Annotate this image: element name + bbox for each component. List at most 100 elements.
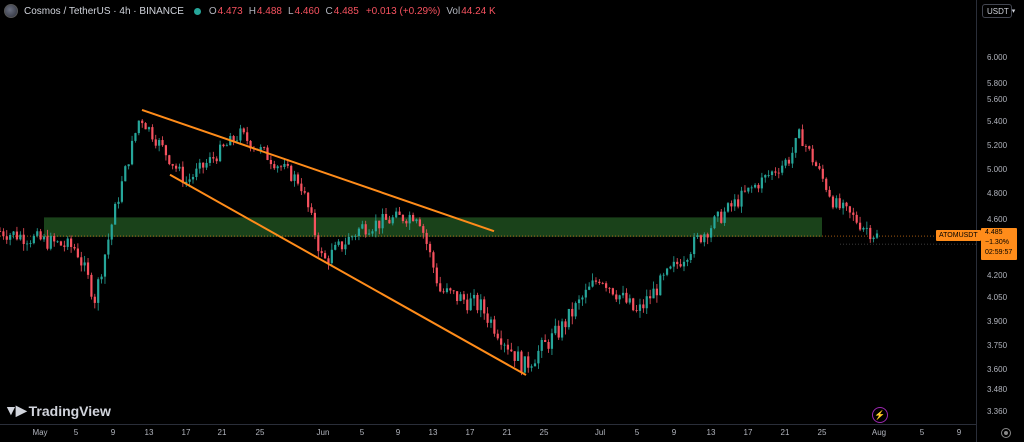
tradingview-logo: ▼▶ TradingView [4,402,111,419]
candle-body [174,165,178,169]
candle-body [516,351,520,361]
candle-body [825,178,828,190]
candle-body [307,192,310,208]
candle-body [130,140,134,165]
candle-body [638,304,642,311]
candle-body [452,290,455,292]
candle-body [93,296,96,303]
lightning-icon[interactable]: ⚡ [872,407,888,423]
candle-body [418,219,421,227]
candle-body [513,351,516,361]
price-tick-label: 3.360 [987,407,1008,416]
ohlc-key: C [325,5,333,17]
tradingview-wordmark: TradingView [28,402,111,419]
candle-body [273,164,276,169]
candle-body [439,283,442,292]
candle-body [147,127,151,130]
candle-body [124,166,127,182]
candle-body [652,288,655,299]
candle-body [144,123,147,130]
candle-body [83,262,86,266]
candle-body [554,325,557,334]
candle-body [66,238,69,247]
candle-body [794,138,797,153]
candle-body [737,199,740,207]
date-tick-label: May [32,428,48,437]
candle-body [571,308,574,317]
candle-body [208,157,212,163]
candle-body [605,283,608,288]
candle-body [537,350,540,364]
candle-body [655,288,659,296]
chart-header: Cosmos / TetherUS · 4h · BINANCE O4.473 H… [0,0,975,22]
chevron-down-icon: ▾ [1011,8,1016,15]
candle-body [875,233,879,238]
currency-selector[interactable]: USDT ▾ [982,4,1015,18]
candle-body [726,203,730,212]
candle-body [398,211,401,215]
candle-body [276,166,279,169]
candle-body [259,147,262,151]
candle-body [9,234,12,240]
candle-body [178,166,181,169]
candle-body [391,217,394,224]
candle-body [188,179,191,182]
support-zone [44,217,822,237]
candle-body [435,267,438,284]
ohlc-value: 4.460 [294,5,320,17]
candle-body [73,246,76,249]
candle-body [483,299,486,314]
gear-icon[interactable] [1001,428,1011,438]
candle-body [222,144,225,147]
candle-body [293,174,296,181]
candle-body [828,189,831,197]
candle-body [19,234,22,240]
candle-body [567,308,570,328]
price-tick-label: 3.750 [987,341,1008,350]
candle-body [354,236,357,237]
candle-body [181,166,184,183]
candle-body [493,319,496,334]
candle-body [594,280,598,282]
candle-body [804,145,807,147]
price-chart[interactable] [0,0,977,442]
candle-body [42,236,46,240]
candle-body [15,231,19,240]
candle-body [584,289,587,298]
date-tick-label: 13 [144,428,154,437]
candle-body [263,147,266,148]
candle-body [154,139,157,146]
candle-body [503,344,506,346]
date-tick-label: Jun [316,428,330,437]
candle-body [842,202,845,209]
candle-body [456,291,459,302]
candle-body [371,231,374,234]
candle-body [39,231,42,240]
candle-body [408,214,411,224]
candle-body [401,214,405,222]
price-tick-label: 5.200 [987,141,1008,150]
ohlc-value: 4.485 [333,5,359,17]
candle-body [564,321,567,328]
candle-body [770,171,774,176]
candle-body [716,211,719,217]
price-tick-label: 3.900 [987,317,1008,326]
candle-body [357,228,361,237]
current-price-tag: 4.485 −1.30% 02:59:57 [981,228,1017,260]
candle-body [723,211,726,223]
candle-body [388,219,391,224]
candle-body [107,239,110,255]
candle-body [642,304,645,309]
ohlc-key: Vol [446,5,461,17]
symbol-title[interactable]: Cosmos / TetherUS · 4h · BINANCE [24,5,184,17]
candle-body [158,140,161,146]
candle-body [246,132,249,141]
date-tick-label: 25 [255,428,265,437]
candle-body [706,234,709,238]
candle-body [114,203,117,225]
candle-body [347,236,350,245]
channel-lower-line [169,173,527,376]
candle-body [703,234,706,243]
candle-body [395,211,398,218]
candle-body [848,206,852,213]
